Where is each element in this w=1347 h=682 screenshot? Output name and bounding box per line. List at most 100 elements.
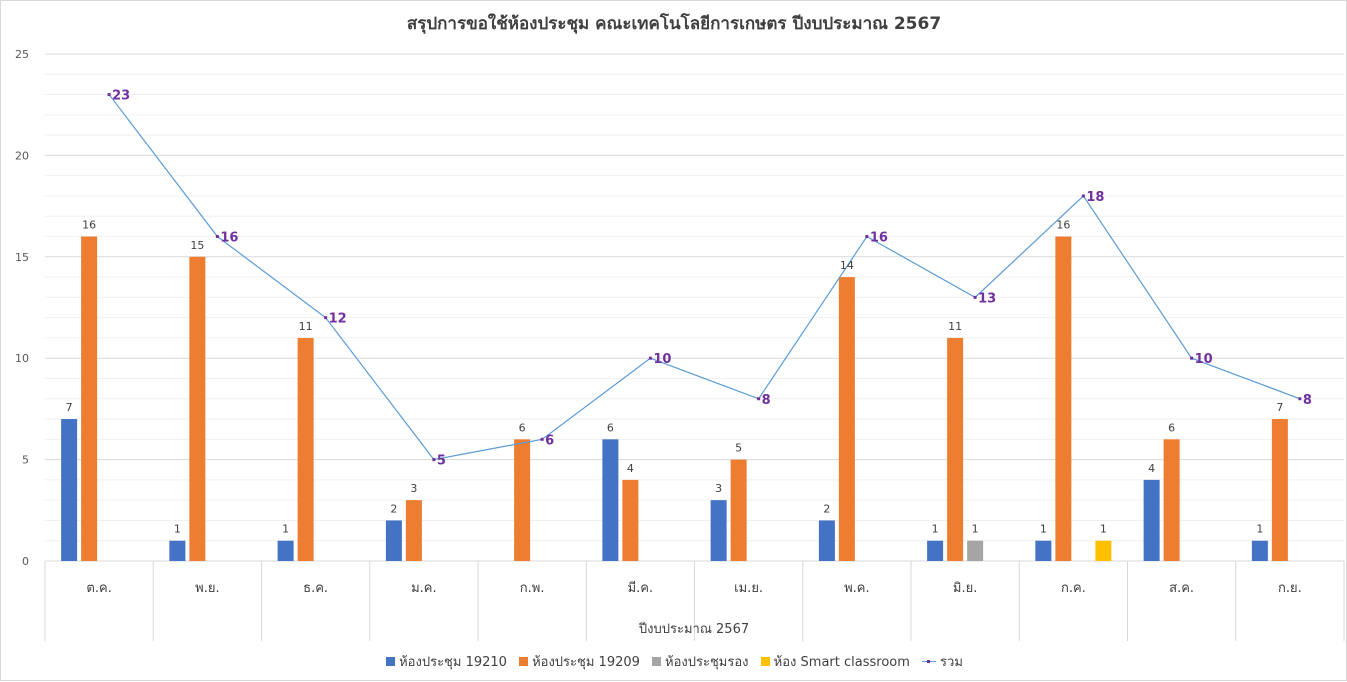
total-marker xyxy=(757,397,761,401)
bar-data-label: 5 xyxy=(735,442,742,455)
total-marker xyxy=(215,235,219,239)
total-data-label: 16 xyxy=(220,231,238,246)
bar xyxy=(81,236,98,561)
bar-data-label: 11 xyxy=(948,320,962,333)
bar xyxy=(947,337,964,561)
bar xyxy=(61,419,78,561)
y-tick-label: 25 xyxy=(15,48,29,61)
total-data-label: 10 xyxy=(653,352,671,367)
x-tick-label: เม.ย. xyxy=(734,581,763,596)
total-marker xyxy=(324,316,328,320)
legend-swatch-19209 xyxy=(519,657,529,666)
legend-label-smart-classroom: ห้อง Smart classroom xyxy=(773,655,910,670)
bar xyxy=(514,439,531,561)
legend-item-smart-classroom: ห้อง Smart classroom xyxy=(760,651,910,672)
legend-item-19210: ห้องประชุม 19210 xyxy=(386,651,507,672)
total-marker xyxy=(1081,194,1085,198)
bar xyxy=(927,540,944,561)
x-tick-label: ส.ค. xyxy=(1169,581,1194,596)
x-axis-title: ปีงบประมาณ 2567 xyxy=(638,621,749,637)
x-tick-label: ต.ค. xyxy=(86,581,111,596)
bar-data-label: 14 xyxy=(840,259,854,272)
bar xyxy=(1251,540,1268,561)
total-marker xyxy=(540,437,544,441)
x-tick-label: ก.ค. xyxy=(1061,581,1086,596)
x-tick-label: ก.พ. xyxy=(520,581,545,596)
bar-data-label: 1 xyxy=(1040,523,1047,536)
bar xyxy=(169,540,186,561)
total-marker xyxy=(1190,356,1194,360)
total-marker xyxy=(648,356,652,360)
bar-data-label: 1 xyxy=(282,523,289,536)
bar xyxy=(277,540,294,561)
bar-data-label: 6 xyxy=(607,421,614,434)
total-data-label: 23 xyxy=(112,89,130,104)
bar xyxy=(385,520,402,561)
bar-data-label: 7 xyxy=(66,401,73,414)
bar-data-label: 4 xyxy=(627,462,634,475)
y-tick-label: 0 xyxy=(22,555,29,568)
bar-data-label: 3 xyxy=(715,482,722,495)
legend-item-total: รวม xyxy=(922,651,963,672)
bar xyxy=(1035,540,1052,561)
bar xyxy=(710,500,727,561)
bar xyxy=(189,256,206,561)
legend-swatch-19210 xyxy=(386,657,396,666)
total-series-line xyxy=(108,94,1301,461)
bar xyxy=(1095,540,1112,561)
legend-label-secondary-room: ห้องประชุมรอง xyxy=(665,655,749,670)
total-marker xyxy=(432,458,436,462)
total-marker xyxy=(973,295,977,299)
legend-swatch-total xyxy=(922,657,937,666)
x-tick-label: พ.ย. xyxy=(195,581,219,596)
bar-data-label: 16 xyxy=(1056,219,1070,232)
y-tick-label: 10 xyxy=(15,352,29,365)
y-tick-label: 5 xyxy=(22,454,29,467)
legend-swatch-secondary-room xyxy=(652,657,662,666)
gridlines xyxy=(44,53,1345,641)
bar xyxy=(730,459,747,561)
bar xyxy=(1271,419,1288,561)
bar-data-label: 3 xyxy=(410,482,417,495)
bar-data-label: 1 xyxy=(174,523,181,536)
x-tick-label: ม.ค. xyxy=(411,581,437,596)
total-marker xyxy=(865,235,869,239)
legend-item-secondary-room: ห้องประชุมรอง xyxy=(652,651,749,672)
x-tick-label: ธ.ค. xyxy=(303,581,328,596)
total-data-label: 6 xyxy=(545,433,554,448)
total-data-label: 16 xyxy=(870,231,888,246)
bar xyxy=(1163,439,1180,561)
bar-data-label: 16 xyxy=(82,219,96,232)
legend-label-19209: ห้องประชุม 19209 xyxy=(532,655,640,670)
total-marker xyxy=(107,93,111,97)
bar-data-label: 15 xyxy=(190,239,204,252)
x-tick-label: พ.ค. xyxy=(844,581,870,596)
x-tick-label: ก.ย. xyxy=(1278,581,1302,596)
total-data-label: 8 xyxy=(1303,393,1312,408)
total-data-label: 8 xyxy=(762,393,771,408)
bar xyxy=(838,277,855,561)
y-axis-ticks: 0 5 10 15 20 25 xyxy=(15,48,29,568)
y-tick-label: 20 xyxy=(15,149,29,162)
x-tick-label: มี.ค. xyxy=(628,580,654,596)
bar xyxy=(622,479,639,561)
total-marker xyxy=(1298,397,1302,401)
legend-label-total: รวม xyxy=(940,655,963,670)
bar xyxy=(1143,479,1160,561)
bar xyxy=(405,500,422,561)
legend-label-19210: ห้องประชุม 19210 xyxy=(399,655,507,670)
bar-data-label: 2 xyxy=(390,502,397,515)
total-data-label: 10 xyxy=(1195,352,1213,367)
y-tick-label: 15 xyxy=(15,251,29,264)
bar-data-label: 2 xyxy=(823,502,830,515)
bar xyxy=(602,439,619,561)
bar xyxy=(818,520,835,561)
bar-data-label: 4 xyxy=(1148,462,1155,475)
bar-data-label: 6 xyxy=(519,421,526,434)
bar xyxy=(967,540,984,561)
total-data-label: 12 xyxy=(329,312,347,327)
bar xyxy=(297,337,314,561)
bar-data-label: 1 xyxy=(932,523,939,536)
